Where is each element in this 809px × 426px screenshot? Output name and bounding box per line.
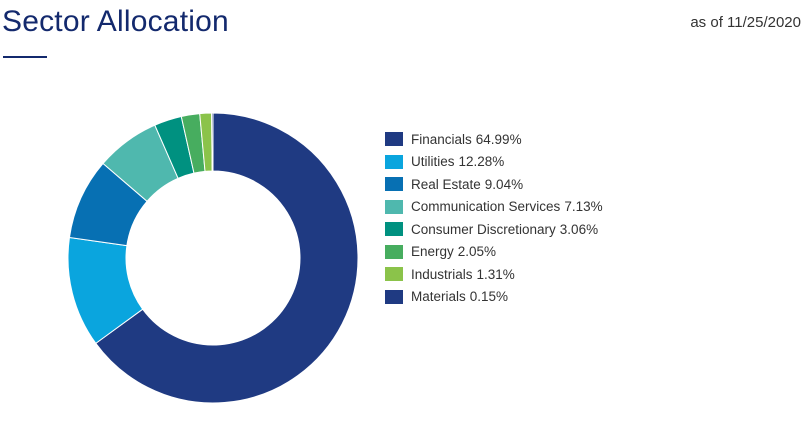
legend-value: 0.15%: [469, 289, 509, 305]
legend-item-real-estate: Real Estate 9.04%: [385, 173, 603, 196]
legend-swatch: [385, 267, 403, 282]
legend-category: Utilities: [411, 154, 455, 170]
legend-category: Materials: [411, 289, 466, 305]
donut-slice-materials[interactable]: [211, 112, 214, 172]
legend-label: Utilities 12.28%: [411, 154, 504, 169]
legend-category: Communication Services: [411, 199, 561, 215]
legend-value: 64.99%: [475, 131, 522, 147]
legend-item-materials: Materials 0.15%: [385, 286, 603, 309]
legend-label: Energy 2.05%: [411, 244, 496, 259]
legend-item-industrials: Industrials 1.31%: [385, 263, 603, 286]
as-of-date: as of 11/25/2020: [690, 14, 801, 31]
legend-label: Financials 64.99%: [411, 132, 522, 147]
legend-value: 1.31%: [476, 266, 515, 282]
legend-swatch: [385, 132, 403, 147]
legend-item-communication-services: Communication Services 7.13%: [385, 196, 603, 219]
legend-swatch: [385, 222, 403, 237]
legend-value: 12.28%: [458, 154, 505, 170]
legend-value: 7.13%: [564, 199, 603, 215]
donut-chart: [64, 110, 364, 410]
legend-item-consumer-discretionary: Consumer Discretionary 3.06%: [385, 218, 603, 241]
legend-item-energy: Energy 2.05%: [385, 241, 603, 264]
title-underline: [3, 56, 47, 58]
legend-item-financials: Financials 64.99%: [385, 128, 603, 151]
donut-slice-financials[interactable]: [95, 112, 359, 404]
legend-category: Industrials: [411, 266, 473, 282]
legend-category: Real Estate: [411, 176, 481, 192]
legend-swatch: [385, 154, 403, 169]
legend-item-utilities: Utilities 12.28%: [385, 151, 603, 174]
legend-category: Financials: [411, 131, 472, 147]
legend-swatch: [385, 289, 403, 304]
legend-swatch: [385, 199, 403, 214]
page-title: Sector Allocation: [2, 5, 229, 38]
legend-category: Energy: [411, 244, 454, 260]
legend-value: 3.06%: [559, 221, 599, 237]
legend-swatch: [385, 244, 403, 259]
donut-chart-svg: [67, 112, 359, 404]
legend-label: Real Estate 9.04%: [411, 177, 523, 192]
legend-label: Industrials 1.31%: [411, 267, 515, 282]
legend-label: Consumer Discretionary 3.06%: [411, 222, 598, 237]
chart-legend: Financials 64.99% Utilities 12.28% Real Esta…: [385, 128, 603, 308]
legend-label: Communication Services 7.13%: [411, 199, 603, 214]
legend-category: Consumer Discretionary: [411, 221, 556, 237]
legend-swatch: [385, 177, 403, 192]
legend-value: 9.04%: [484, 176, 524, 192]
legend-label: Materials 0.15%: [411, 289, 508, 304]
legend-value: 2.05%: [457, 244, 497, 260]
